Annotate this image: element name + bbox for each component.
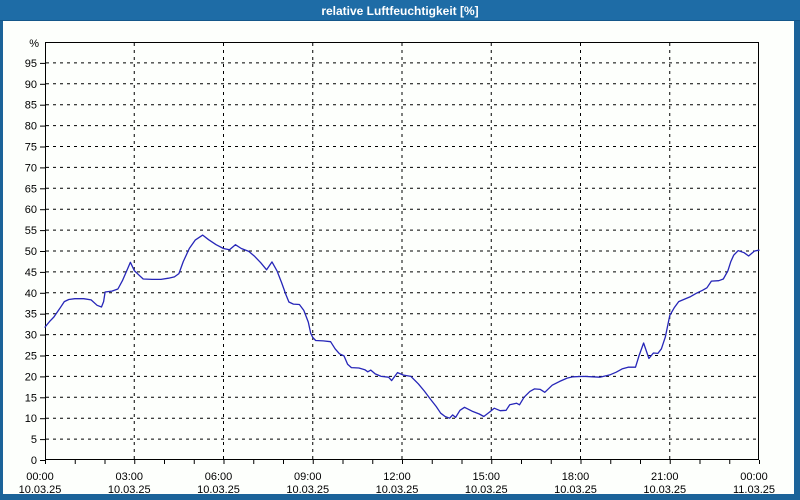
- x-tick-time-label: 15:00: [472, 471, 500, 483]
- title-bar-background: [0, 0, 800, 21]
- title-bar[interactable]: relative Luftfeuchtigkeit [%]: [0, 0, 800, 21]
- y-tick-label: 10: [25, 413, 37, 425]
- y-axis-unit-label: %: [29, 38, 39, 50]
- y-tick-label: 20: [25, 371, 37, 383]
- y-tick-label: 0: [31, 455, 37, 467]
- y-tick-label: 60: [25, 204, 37, 216]
- y-tick-label: 70: [25, 162, 37, 174]
- x-tick-time-label: 00:00: [740, 471, 768, 483]
- x-tick-date-label: 10.03.25: [376, 484, 419, 496]
- plot-border: [45, 42, 759, 460]
- y-tick-label: 50: [25, 246, 37, 258]
- humidity-series-line: [44, 234, 760, 419]
- y-tick-label: 85: [25, 100, 37, 112]
- y-tick-label: 35: [25, 309, 37, 321]
- x-tick-date-label: 10.03.25: [465, 484, 508, 496]
- window-frame-right: [794, 21, 800, 500]
- y-tick-label: 5: [31, 434, 37, 446]
- x-tick-time-label: 12:00: [383, 471, 411, 483]
- axis-labels-layer: 0 5 10 15 20 25 30 35 40 45 50 55 60 65 70 75 80 85 90 95 00…: [19, 58, 775, 496]
- window-frame-bottom: [0, 494, 800, 500]
- x-tick-date-label: 11.03.25: [733, 484, 775, 496]
- y-tick-label: 95: [25, 58, 37, 70]
- window-frame-left: [0, 21, 3, 500]
- y-tick-label: 40: [25, 288, 37, 300]
- y-tick-label: 30: [25, 330, 37, 342]
- y-tick-label: 25: [25, 351, 37, 363]
- series-layer: [44, 234, 760, 419]
- y-tick-label: 80: [25, 121, 37, 133]
- x-tick-time-label: 06:00: [205, 471, 233, 483]
- x-tick-date-label: 10.03.25: [108, 484, 151, 496]
- y-tick-label: 65: [25, 183, 37, 195]
- y-tick-label: 55: [25, 225, 37, 237]
- x-tick-time-label: 03:00: [115, 471, 143, 483]
- y-tick-label: 90: [25, 79, 37, 91]
- x-tick-date-label: 10.03.25: [554, 484, 597, 496]
- window-title: relative Luftfeuchtigkeit [%]: [321, 4, 478, 18]
- y-tick-label: 75: [25, 142, 37, 154]
- y-tick-label: 45: [25, 267, 37, 279]
- x-tick-date-label: 10.03.25: [197, 484, 240, 496]
- x-tick-date-label: 10.03.25: [286, 484, 329, 496]
- x-tick-time-label: 21:00: [651, 471, 679, 483]
- title-bar-edge: [0, 20, 800, 21]
- y-tick-label: 15: [25, 392, 37, 404]
- x-tick-date-label: 10.03.25: [19, 484, 62, 496]
- x-tick-time-label: 09:00: [294, 471, 322, 483]
- axes-layer: [40, 42, 760, 464]
- x-tick-time-label: 00:00: [26, 471, 54, 483]
- x-tick-time-label: 18:00: [562, 471, 590, 483]
- x-tick-date-label: 10.03.25: [643, 484, 686, 496]
